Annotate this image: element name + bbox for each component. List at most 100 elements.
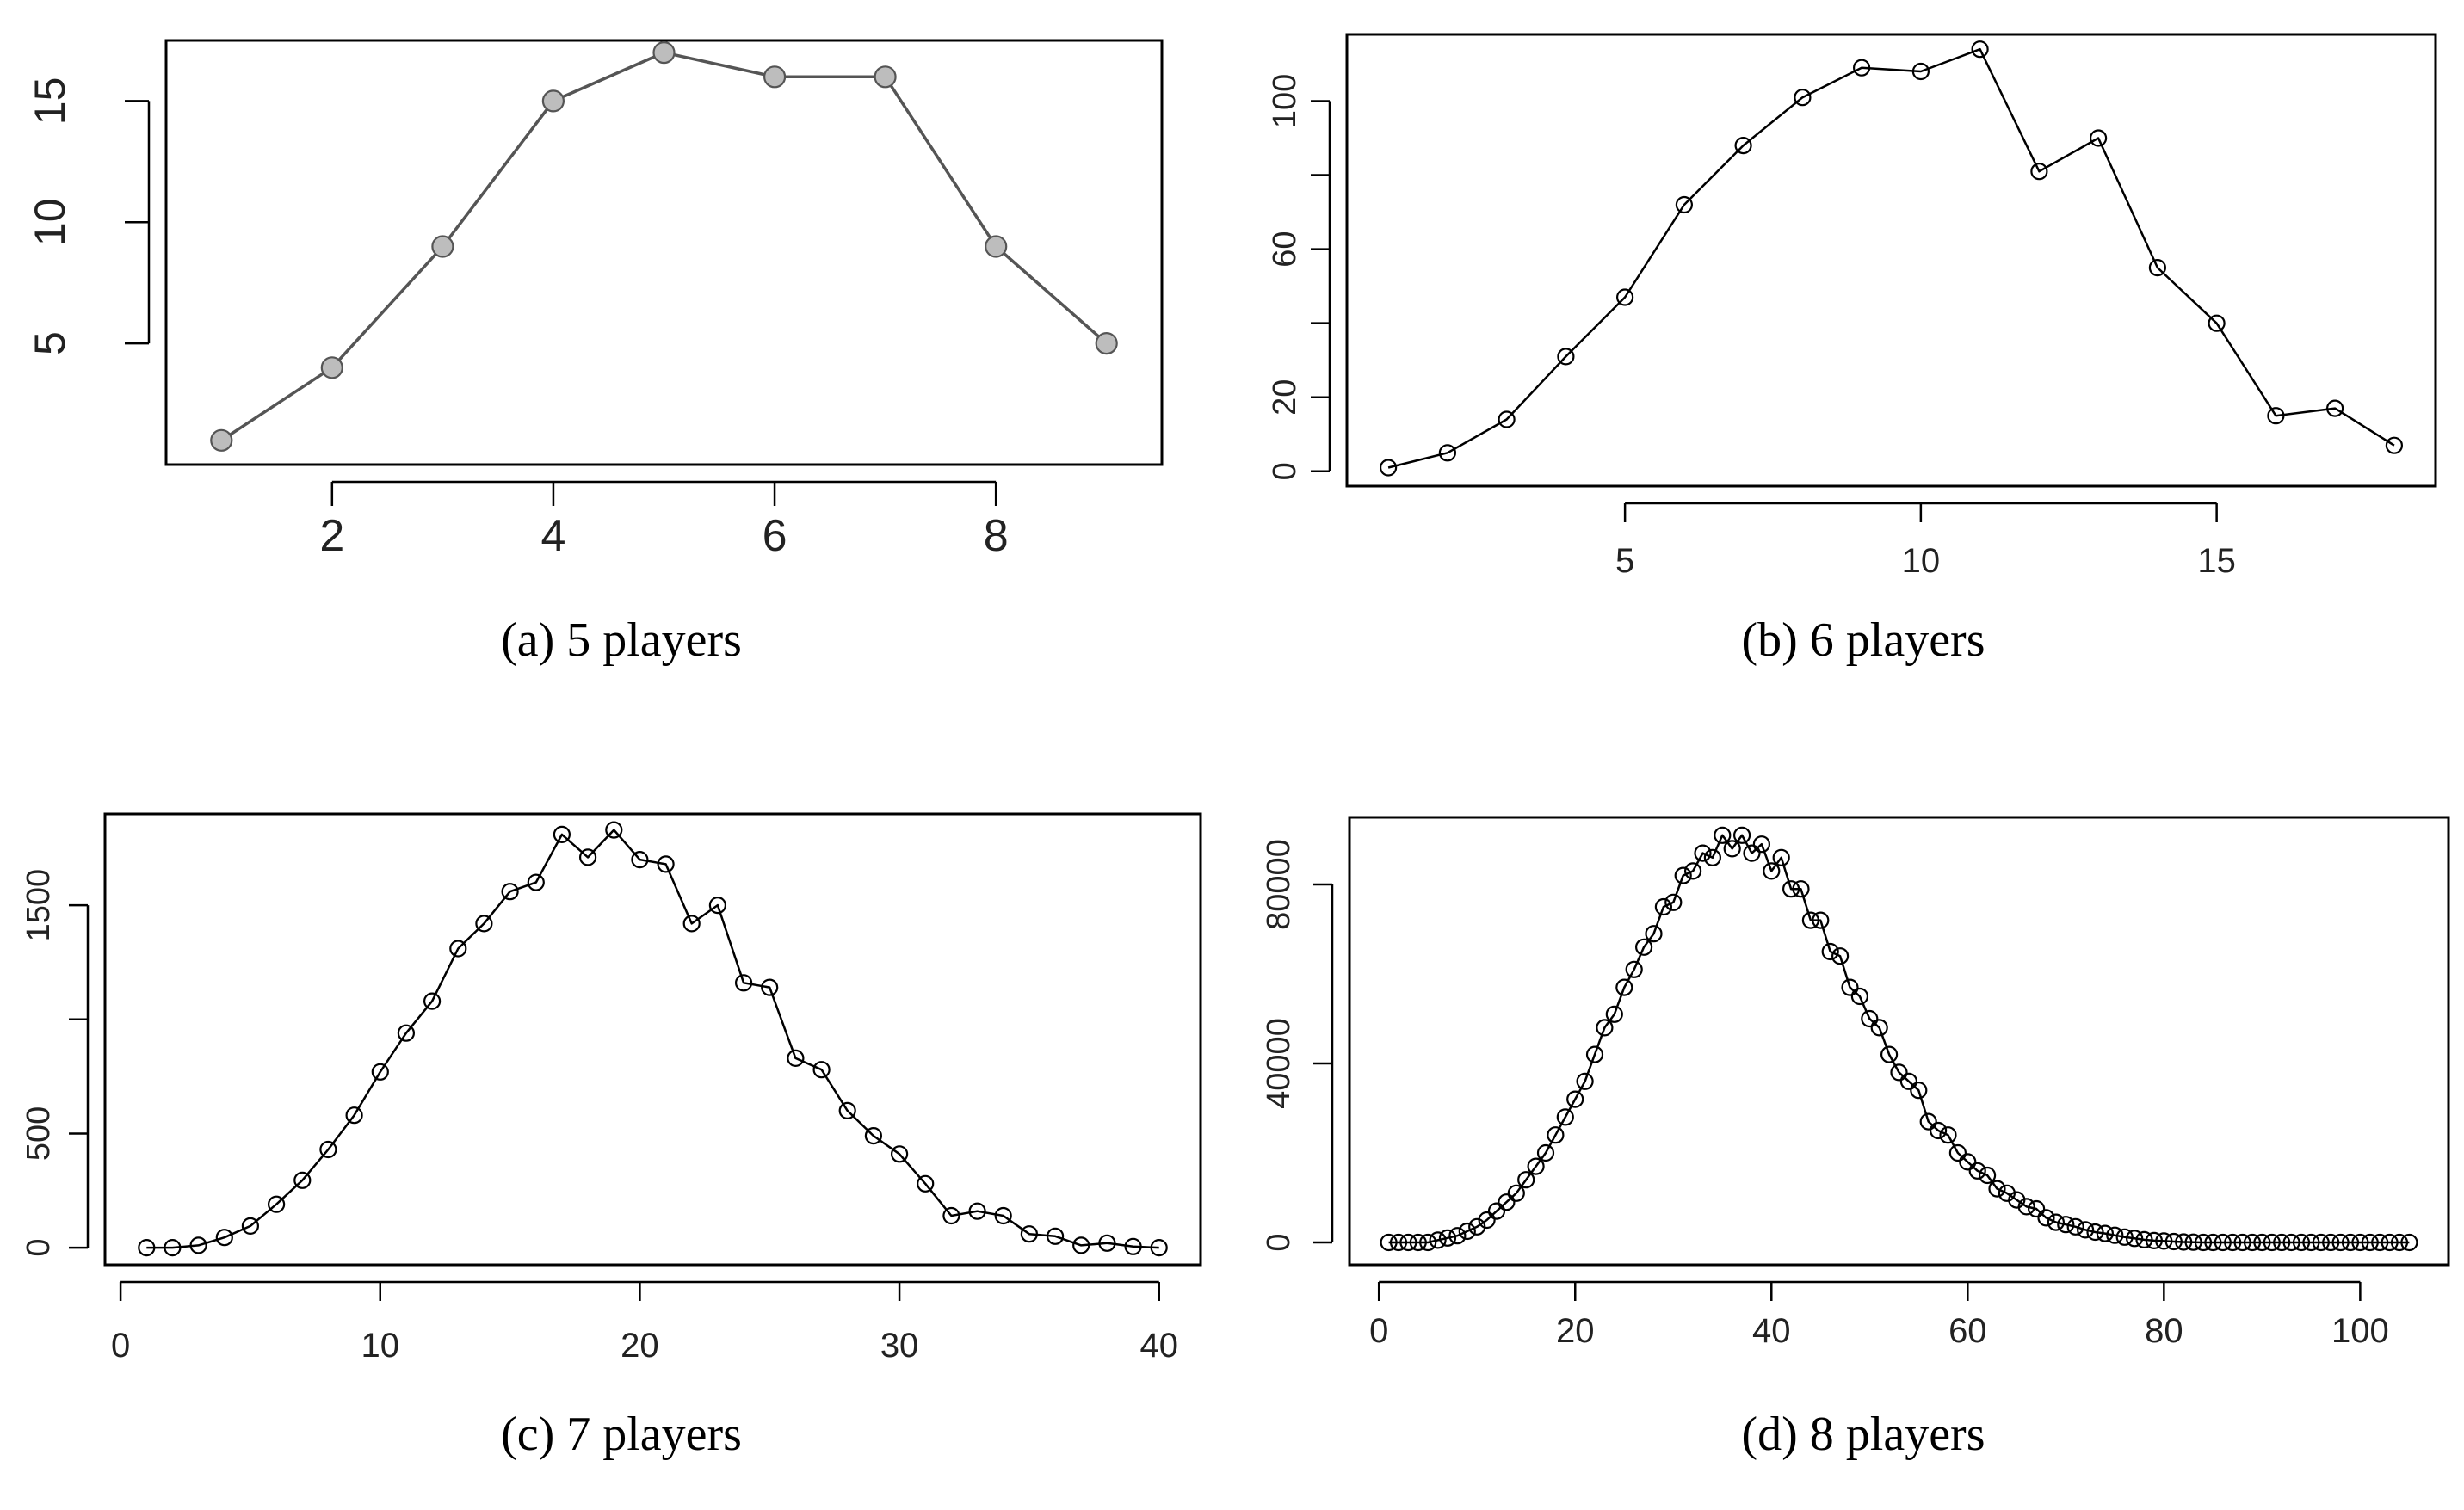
data-point <box>1095 332 1118 355</box>
data-point <box>215 1229 233 1247</box>
x-tick-label: 10 <box>1902 542 1941 580</box>
x-tick-label: 80 <box>2145 1312 2183 1350</box>
data-point <box>553 825 571 844</box>
data-point <box>164 1238 182 1257</box>
data-point <box>1911 62 1930 81</box>
data-point <box>2126 1230 2144 1248</box>
y-tick-label: 15 <box>26 77 74 126</box>
data-point <box>1380 1233 1398 1252</box>
x-tick-label: 60 <box>1948 1312 1987 1350</box>
data-point <box>787 1049 805 1068</box>
data-point <box>1020 1225 1039 1243</box>
x-tick-label: 0 <box>111 1327 130 1365</box>
data-point <box>431 235 454 258</box>
plot-frame <box>1348 816 2450 1267</box>
data-point <box>1812 911 1830 929</box>
data-point <box>657 855 675 873</box>
data-point <box>2204 1233 2222 1252</box>
data-point <box>1389 1233 1408 1252</box>
data-point <box>1870 1019 1888 1037</box>
data-point <box>1596 1019 1614 1037</box>
data-point <box>1536 1143 1555 1162</box>
data-point <box>501 883 519 901</box>
data-point <box>1566 1090 1584 1108</box>
data-point <box>189 1236 207 1254</box>
data-point <box>2037 1209 2055 1227</box>
data-point <box>605 821 623 839</box>
y-tick-label: 10 <box>26 198 74 246</box>
data-point <box>1734 137 1752 155</box>
data-point <box>1576 1072 1594 1090</box>
data-point <box>320 356 343 379</box>
data-point <box>890 1145 909 1163</box>
data-point <box>2292 1233 2311 1252</box>
data-point <box>708 896 727 915</box>
data-point <box>1645 925 1663 943</box>
panel-5-players: 2 4 6 8 5 10 15 (a) 5 players <box>26 39 1164 667</box>
data-point <box>968 1202 986 1220</box>
x-tick-label: 20 <box>1556 1312 1595 1350</box>
data-point <box>1743 844 1761 862</box>
data-point <box>1498 1193 1516 1211</box>
data-point <box>1959 1153 1977 1171</box>
data-point <box>2148 259 2166 277</box>
data-point <box>2351 1233 2369 1252</box>
data-point <box>2385 436 2403 454</box>
data-point <box>1429 1231 1447 1249</box>
data-point <box>1675 195 1694 214</box>
data-point <box>874 65 897 89</box>
data-point <box>2145 1231 2163 1250</box>
data-point <box>541 89 565 113</box>
x-tick-label: 10 <box>361 1327 400 1365</box>
data-point <box>734 974 753 992</box>
x-tick-label: 2 <box>319 511 344 561</box>
data-point <box>1890 1063 1908 1082</box>
data-point <box>2017 1198 2035 1216</box>
data-point <box>1547 1126 1565 1144</box>
subfigure-caption: (c) 7 players <box>501 1408 742 1461</box>
data-point <box>682 915 701 933</box>
data-point <box>1794 89 1812 107</box>
data-point <box>527 873 545 891</box>
data-point <box>2253 1233 2271 1252</box>
data-point <box>1046 1227 1065 1245</box>
data-point <box>2322 1233 2340 1252</box>
data-point <box>345 1106 363 1125</box>
data-point <box>994 1206 1012 1225</box>
data-point <box>1939 1126 1957 1144</box>
data-point <box>449 940 467 958</box>
data-point <box>1517 1171 1535 1189</box>
data-point <box>2175 1233 2193 1251</box>
data-point <box>1792 880 1810 898</box>
data-point <box>2066 1217 2084 1236</box>
data-point <box>2341 1233 2360 1252</box>
panel-6-players: 5 10 15 0 20 60 100 (b) 6 players <box>1267 33 2437 667</box>
data-point <box>2086 1223 2104 1242</box>
data-point <box>1968 1162 1986 1180</box>
data-point <box>319 1140 337 1159</box>
data-point <box>942 1206 960 1225</box>
data-point <box>1899 1072 1917 1090</box>
data-point <box>1683 862 1702 880</box>
data-point <box>2361 1233 2379 1252</box>
data-point <box>1930 1121 1948 1140</box>
subfigure-caption: (d) 8 players <box>1741 1408 1985 1461</box>
data-point <box>985 235 1008 258</box>
x-tick-label: 8 <box>984 511 1009 561</box>
data-point <box>1723 840 1741 858</box>
data-point <box>2224 1233 2242 1252</box>
y-tick-label: 20 <box>1267 379 1303 416</box>
data-point <box>1557 348 1575 366</box>
data-point <box>2214 1233 2232 1252</box>
data-point <box>2028 1199 2046 1218</box>
data-point <box>1782 880 1800 898</box>
x-tick-label: 20 <box>621 1327 659 1365</box>
x-tick-label: 0 <box>1369 1312 1388 1350</box>
data-point <box>1831 947 1850 965</box>
x-tick-label: 5 <box>1615 542 1634 580</box>
data-point <box>475 915 493 933</box>
data-point <box>1772 848 1790 866</box>
x-tick-label: 15 <box>2197 542 2236 580</box>
data-point <box>2390 1233 2409 1252</box>
